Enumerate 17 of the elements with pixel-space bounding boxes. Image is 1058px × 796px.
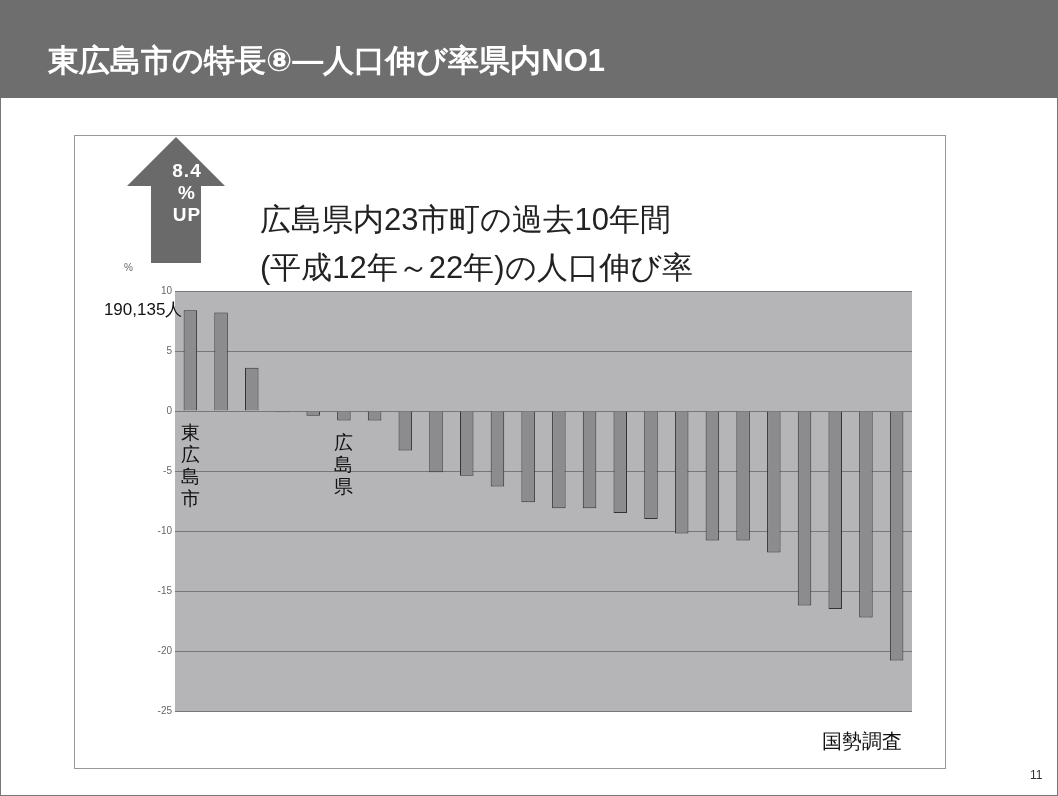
chart-subtitle: 広島県内23市町の過去10年間 (平成12年～22年)の人口伸び率 [260,201,693,287]
annotation: 190,135人 [103,299,183,322]
y-tick-label: 10 [160,284,173,296]
y-tick-label: -25 [157,704,173,716]
x-tick-label: 東広島市 [180,421,200,510]
x-tick-label: 広島県 [334,431,354,498]
text: 8.4 % UP [171,160,203,226]
text: 11 [1030,768,1043,782]
chart-title: 東広島市の特長⑧―人口伸び率県内NO1 [48,42,605,80]
y-axis-title: % [124,262,133,273]
y-tick-label: -15 [157,584,173,596]
y-tick-label: -5 [163,464,173,476]
y-tick-label: -10 [157,524,173,536]
text: 国勢調査 [822,729,902,754]
y-tick-label: 5 [166,344,173,356]
y-tick-label: 0 [166,404,173,416]
y-tick-label: -20 [157,644,173,656]
